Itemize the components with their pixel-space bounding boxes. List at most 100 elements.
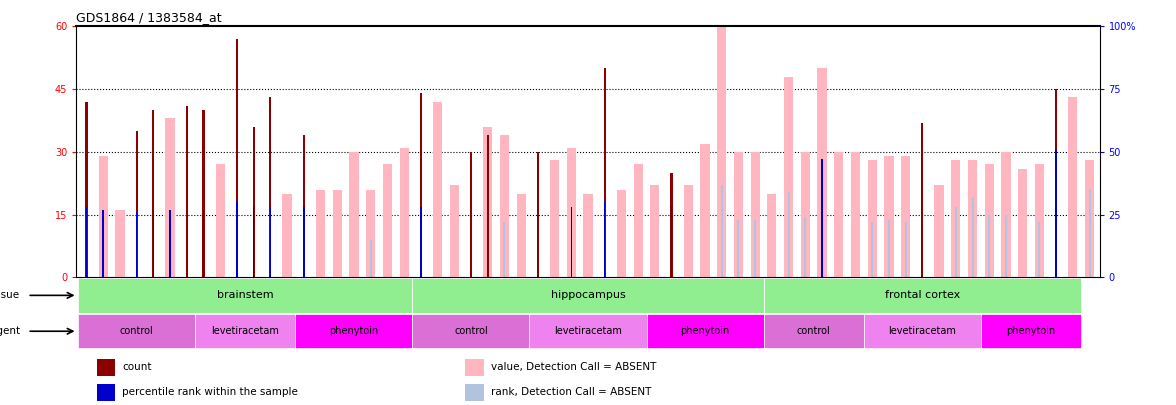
Text: control: control <box>454 326 488 336</box>
Bar <box>282 194 292 277</box>
Bar <box>955 207 957 277</box>
Bar <box>483 127 493 277</box>
Text: phenytoin: phenytoin <box>1007 326 1056 336</box>
Text: value, Detection Call = ABSENT: value, Detection Call = ABSENT <box>490 362 656 373</box>
Bar <box>821 160 823 277</box>
Bar <box>670 173 673 277</box>
Bar <box>316 190 325 277</box>
Bar <box>433 102 442 277</box>
Text: tissue: tissue <box>0 290 20 301</box>
Bar <box>634 164 643 277</box>
Bar <box>99 156 108 277</box>
Bar <box>86 207 87 277</box>
Bar <box>96 384 115 401</box>
Bar <box>1068 98 1077 277</box>
Bar <box>851 152 860 277</box>
Bar <box>503 222 506 277</box>
Bar <box>253 127 255 277</box>
Bar <box>420 93 422 277</box>
Text: levetiracetam: levetiracetam <box>888 326 956 336</box>
Bar <box>449 185 459 277</box>
Bar <box>763 278 1081 313</box>
Bar <box>617 190 626 277</box>
Text: phenytoin: phenytoin <box>329 326 379 336</box>
Bar <box>169 210 171 277</box>
Text: rank, Detection Call = ABSENT: rank, Detection Call = ABSENT <box>490 387 652 397</box>
Bar <box>904 222 907 277</box>
Bar <box>115 211 125 277</box>
Bar <box>670 207 673 277</box>
Bar <box>888 220 890 277</box>
Bar <box>86 102 87 277</box>
Bar <box>186 106 188 277</box>
Bar <box>1018 168 1028 277</box>
Bar <box>1005 215 1007 277</box>
Bar <box>466 384 483 401</box>
Bar <box>901 156 910 277</box>
Text: levetiracetam: levetiracetam <box>554 326 622 336</box>
Bar <box>1038 222 1041 277</box>
Text: agent: agent <box>0 326 20 336</box>
Bar <box>269 207 270 277</box>
Bar <box>236 202 238 277</box>
Bar <box>647 314 763 348</box>
Bar <box>788 192 789 277</box>
Bar <box>1085 160 1094 277</box>
Bar <box>383 164 392 277</box>
Bar <box>202 110 205 277</box>
Bar <box>567 148 576 277</box>
Bar <box>516 194 526 277</box>
Bar <box>984 164 994 277</box>
Bar <box>96 359 115 376</box>
Text: hippocampus: hippocampus <box>550 290 626 301</box>
Bar <box>152 110 154 277</box>
Bar <box>784 77 793 277</box>
Bar <box>366 190 375 277</box>
Bar <box>236 39 238 277</box>
Bar <box>951 160 961 277</box>
Bar <box>136 212 138 277</box>
Bar <box>968 160 977 277</box>
Bar <box>871 222 874 277</box>
Bar <box>333 190 342 277</box>
Bar <box>604 202 606 277</box>
Bar <box>1089 190 1090 277</box>
Text: brainstem: brainstem <box>218 290 274 301</box>
Bar <box>303 207 305 277</box>
Bar <box>302 135 305 277</box>
Bar <box>737 220 740 277</box>
Text: control: control <box>120 326 154 336</box>
Bar <box>801 152 810 277</box>
Bar <box>253 207 254 277</box>
Bar <box>750 152 760 277</box>
Bar <box>466 359 483 376</box>
Bar <box>470 152 472 277</box>
Bar <box>529 314 647 348</box>
Bar <box>717 5 727 277</box>
Text: GDS1864 / 1383584_at: GDS1864 / 1383584_at <box>76 11 222 24</box>
Bar <box>166 118 175 277</box>
Bar <box>981 314 1081 348</box>
Bar <box>570 207 572 277</box>
Bar <box>721 185 723 277</box>
Bar <box>153 210 154 277</box>
Bar <box>1001 152 1010 277</box>
Bar <box>701 143 709 277</box>
Bar <box>536 152 539 277</box>
Bar <box>195 314 295 348</box>
Bar <box>834 152 843 277</box>
Bar <box>754 220 756 277</box>
Bar <box>135 131 138 277</box>
Bar <box>413 278 763 313</box>
Bar <box>583 194 593 277</box>
Bar <box>78 314 195 348</box>
Bar <box>78 278 413 313</box>
Bar <box>1055 149 1057 277</box>
Bar <box>864 314 981 348</box>
Text: control: control <box>797 326 830 336</box>
Bar <box>215 164 225 277</box>
Bar <box>550 160 559 277</box>
Bar <box>400 148 409 277</box>
Bar <box>763 314 864 348</box>
Text: phenytoin: phenytoin <box>681 326 729 336</box>
